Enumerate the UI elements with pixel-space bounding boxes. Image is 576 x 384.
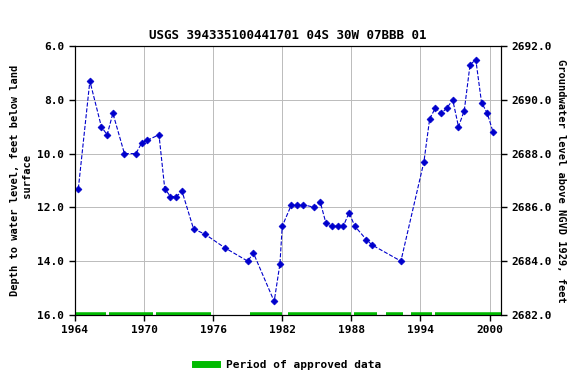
Y-axis label: Groundwater level above NGVD 1929, feet: Groundwater level above NGVD 1929, feet: [556, 59, 566, 302]
Title: USGS 394335100441701 04S 30W 07BBB 01: USGS 394335100441701 04S 30W 07BBB 01: [149, 29, 427, 42]
Y-axis label: Depth to water level, feet below land
 surface: Depth to water level, feet below land su…: [10, 65, 33, 296]
Legend: Period of approved data: Period of approved data: [191, 356, 385, 375]
